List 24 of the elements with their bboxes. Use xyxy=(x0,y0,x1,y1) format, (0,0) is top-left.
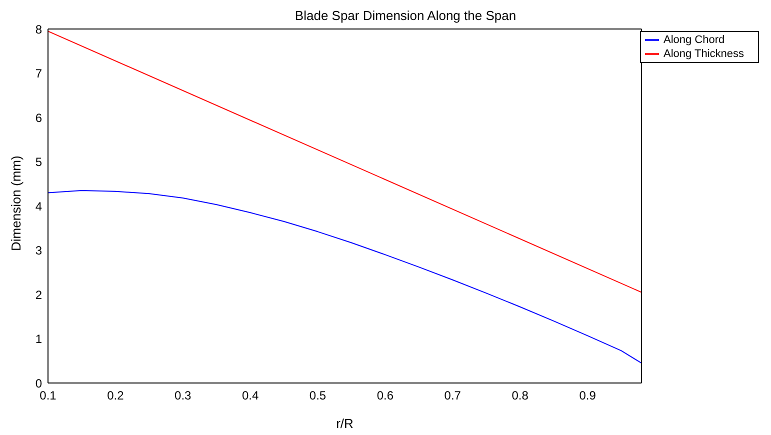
y-tick-label: 4 xyxy=(35,199,42,214)
legend-label: Along Thickness xyxy=(663,48,744,60)
y-tick-label: 0 xyxy=(35,376,42,390)
x-tick-label: 0.1 xyxy=(40,388,57,403)
y-tick-label: 2 xyxy=(35,288,42,302)
y-tick-label: 1 xyxy=(35,332,42,346)
x-tick-label: 0.3 xyxy=(174,388,192,403)
line-series xyxy=(48,190,642,364)
y-axis-title: Dimension (mm) xyxy=(8,156,24,251)
y-tick-label: 3 xyxy=(35,244,42,258)
x-tick-label: 0.7 xyxy=(444,388,462,403)
x-tick-label: 0.8 xyxy=(512,388,529,403)
y-tick-label: 7 xyxy=(35,66,42,81)
y-tick-label: 5 xyxy=(35,155,42,170)
x-tick-label: 0.6 xyxy=(376,388,394,403)
legend-label: Along Chord xyxy=(663,34,725,46)
x-tick-label: 0.2 xyxy=(107,388,124,403)
x-tick-label: 0.4 xyxy=(242,388,259,403)
y-tick-label: 8 xyxy=(35,22,42,36)
x-axis-title: r/R xyxy=(336,416,354,431)
x-tick-label: 0.5 xyxy=(309,388,326,403)
y-tick-label: 6 xyxy=(35,110,42,125)
x-tick-label: 0.9 xyxy=(579,388,596,403)
chart-title: Blade Spar Dimension Along the Span xyxy=(294,8,518,23)
